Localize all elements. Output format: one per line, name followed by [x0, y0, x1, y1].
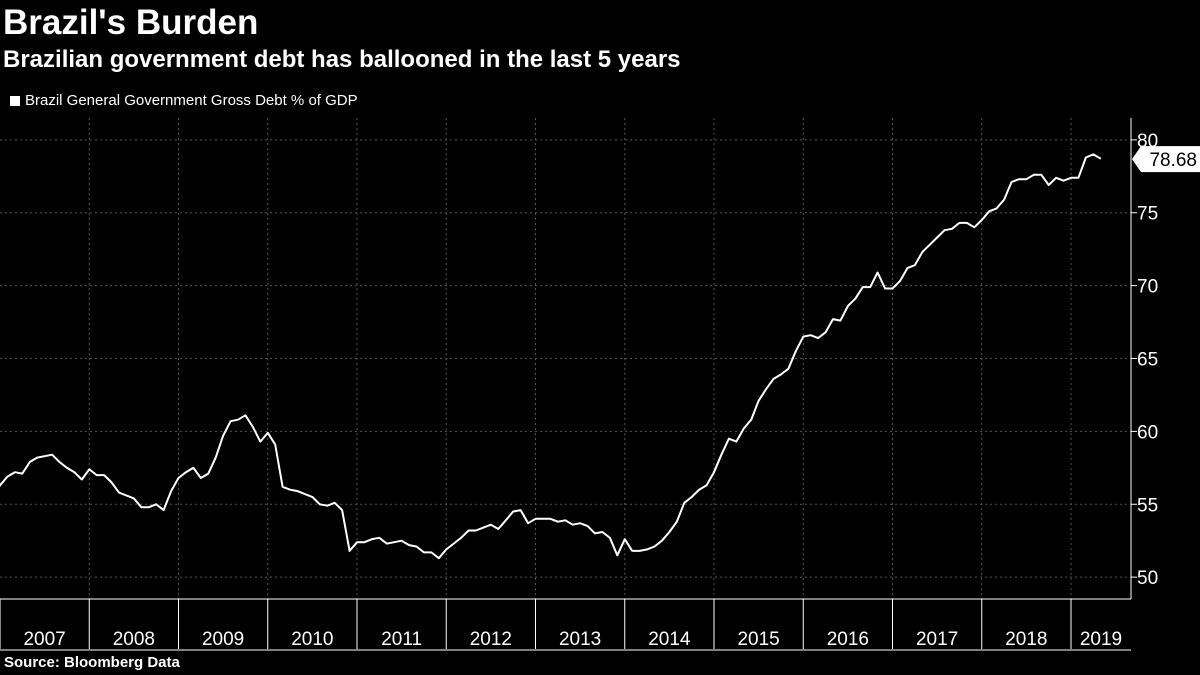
x-tick-label: 2018 [1005, 629, 1047, 650]
legend-label: Brazil General Government Gross Debt % o… [25, 92, 358, 109]
last-value-box [1132, 146, 1200, 173]
axis-labels: 50 55 60 65 70 75 80 2007 2008 2009 2010 2011 2012 20… [23, 131, 1158, 650]
x-tick-label: 2016 [827, 629, 869, 650]
y-tick-label: 70 [1137, 277, 1158, 298]
x-tick-label: 2007 [23, 629, 65, 650]
chart-title: Brazil's Burden [3, 3, 259, 42]
y-tick-label: 65 [1137, 350, 1158, 371]
x-tick-label: 2012 [470, 629, 512, 650]
x-tick-label: 2008 [113, 629, 155, 650]
y-tick-label: 55 [1137, 495, 1158, 516]
x-tick-label: 2011 [381, 629, 422, 650]
x-tick-label: 2013 [559, 629, 601, 650]
series-line [0, 153, 1102, 560]
x-tick-label: 2017 [916, 629, 958, 650]
x-tick-label: 2010 [291, 629, 333, 650]
last-value-callout: 78.68 [1132, 146, 1200, 173]
y-tick-label: 50 [1137, 568, 1158, 589]
source-note: Source: Bloomberg Data [4, 654, 180, 671]
last-value-label: 78.68 [1149, 150, 1197, 171]
grid-lines [0, 118, 1131, 599]
chart-subtitle: Brazilian government debt has ballooned … [3, 46, 681, 73]
x-tick-label: 2014 [648, 629, 691, 650]
legend-swatch [10, 96, 20, 106]
y-tick-label: 80 [1137, 131, 1158, 152]
series-group: 78.68 [0, 146, 1200, 560]
x-tick-label: 2019 [1080, 629, 1122, 650]
y-tick-label: 60 [1137, 422, 1158, 443]
axes [0, 118, 1137, 651]
x-tick-label: 2009 [202, 629, 244, 650]
x-tick-label: 2015 [737, 629, 779, 650]
chart-legend: Brazil General Government Gross Debt % o… [10, 92, 358, 110]
y-tick-label: 75 [1137, 204, 1158, 225]
